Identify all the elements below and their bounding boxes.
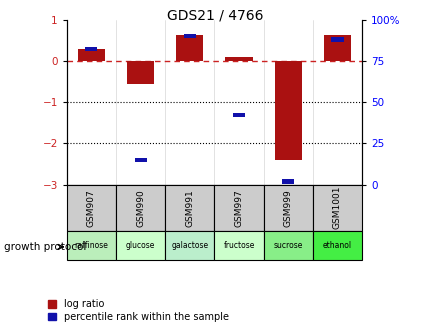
Text: GSM997: GSM997 [234, 189, 243, 227]
Text: sucrose: sucrose [273, 241, 302, 250]
Bar [274, 61, 301, 160]
Bar [282, 180, 294, 183]
Legend: log ratio, percentile rank within the sample: log ratio, percentile rank within the sa… [48, 299, 228, 322]
Text: GSM999: GSM999 [283, 189, 292, 227]
Text: ethanol: ethanol [322, 241, 351, 250]
Bar [263, 185, 312, 231]
Bar [183, 34, 196, 38]
Bar [232, 113, 245, 117]
Bar [331, 37, 343, 42]
Bar [312, 231, 361, 260]
Bar [323, 35, 350, 61]
Text: fructose: fructose [223, 241, 254, 250]
Bar [116, 185, 165, 231]
Bar [127, 61, 154, 84]
Bar [85, 47, 97, 51]
Text: glucose: glucose [126, 241, 155, 250]
Bar [165, 185, 214, 231]
Text: galactose: galactose [171, 241, 208, 250]
Bar [78, 48, 104, 61]
Text: GSM990: GSM990 [136, 189, 145, 227]
Bar [176, 35, 203, 61]
Bar [134, 158, 146, 162]
Bar [67, 231, 116, 260]
Text: GSM907: GSM907 [87, 189, 96, 227]
Text: GDS21 / 4766: GDS21 / 4766 [167, 8, 263, 22]
Bar [225, 57, 252, 61]
Bar [67, 185, 116, 231]
Text: raffinose: raffinose [74, 241, 108, 250]
Bar [312, 185, 361, 231]
Bar [214, 231, 263, 260]
Text: GSM991: GSM991 [185, 189, 194, 227]
Text: growth protocol: growth protocol [4, 242, 86, 252]
Bar [263, 231, 312, 260]
Bar [165, 231, 214, 260]
Bar [116, 231, 165, 260]
Bar [214, 185, 263, 231]
Text: GSM1001: GSM1001 [332, 186, 341, 230]
